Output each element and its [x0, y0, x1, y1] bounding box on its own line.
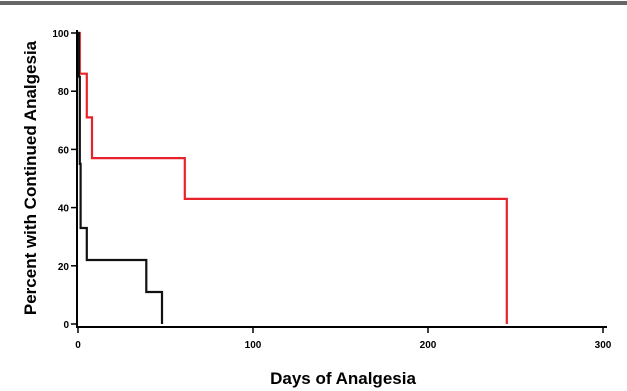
x-tick-label: 0 [75, 340, 81, 351]
y-tick-label: 100 [52, 29, 69, 40]
x-tick-label: 100 [245, 340, 262, 351]
y-tick-label: 20 [58, 262, 70, 273]
axes-layer [76, 30, 607, 328]
x-axis-title: Days of Analgesia [270, 369, 416, 388]
x-tick-label: 200 [420, 340, 437, 351]
series-line-1 [78, 31, 508, 324]
y-tick-label: 60 [58, 145, 70, 156]
y-tick-label: 0 [63, 320, 69, 331]
x-tick-label: 300 [595, 340, 612, 351]
ticks-layer: 0 100 200 300 0 20 40 60 80 100 [52, 29, 611, 351]
series-line-2 [77, 31, 164, 324]
y-tick-label: 40 [58, 204, 70, 215]
y-axis-title: Percent with Continued Analgesia [21, 40, 40, 315]
series-layer [77, 31, 508, 324]
y-tick-label: 80 [58, 87, 70, 98]
